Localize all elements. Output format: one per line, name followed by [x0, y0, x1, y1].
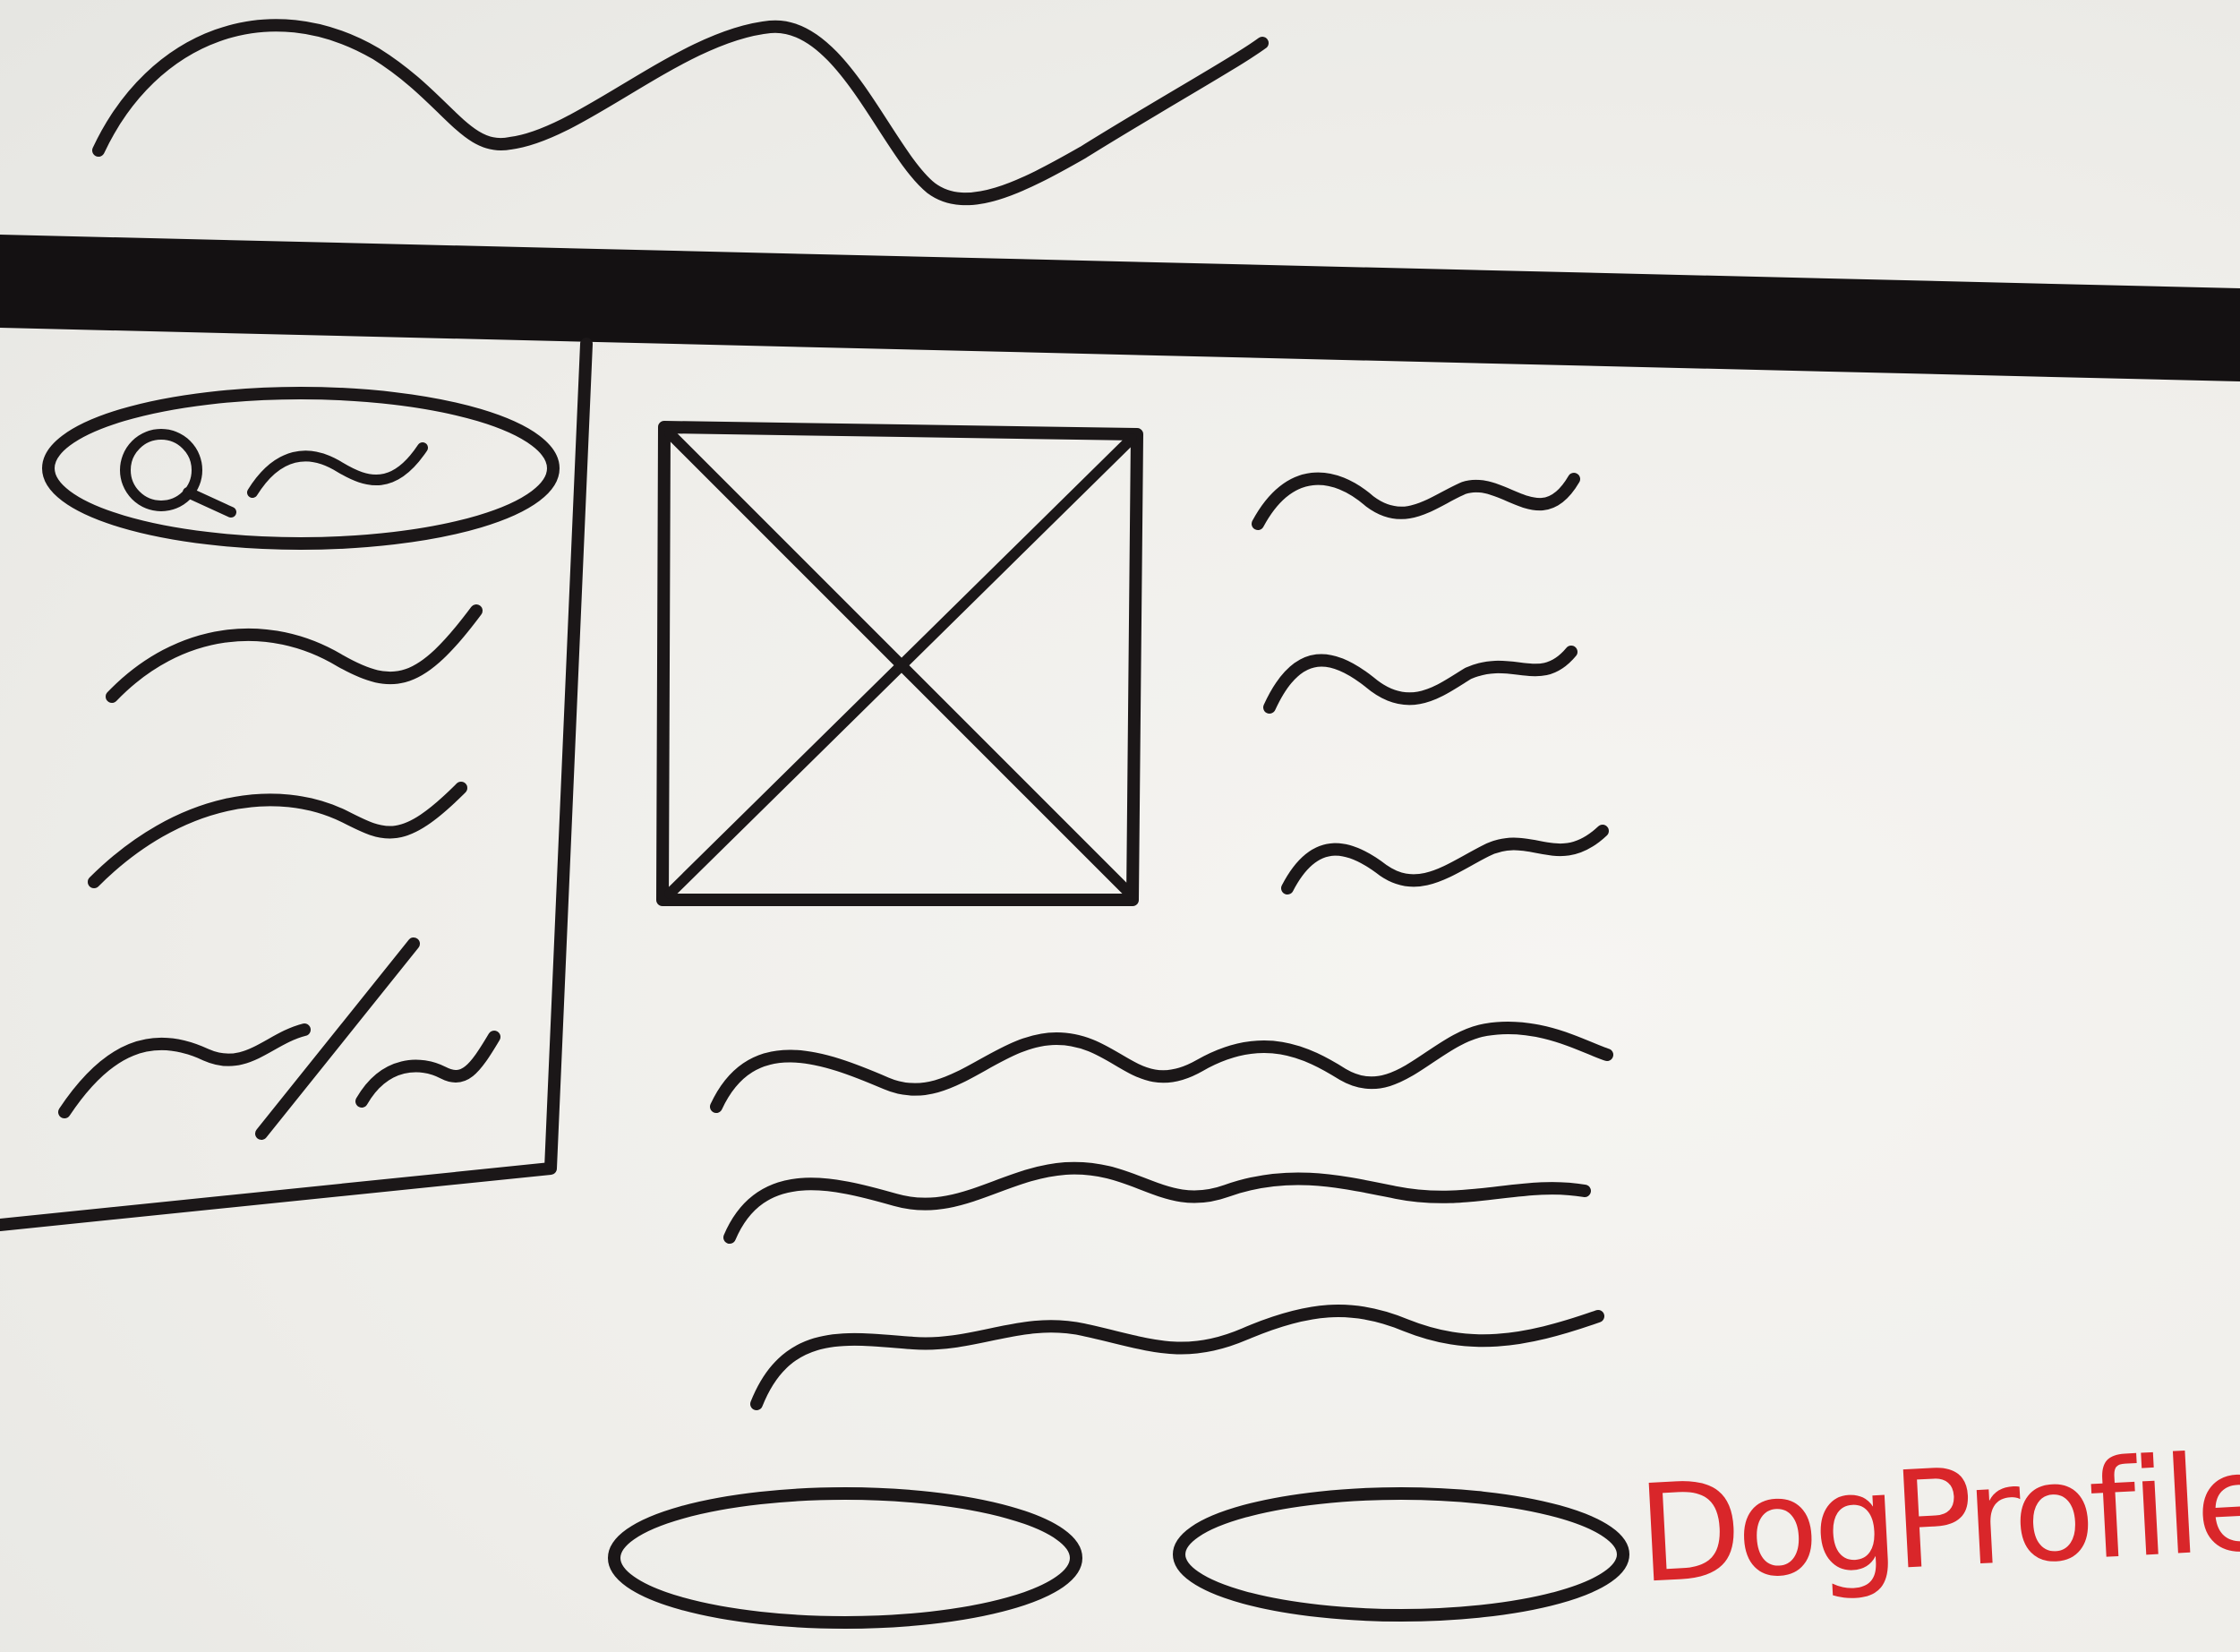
paragraph-line-3 — [750, 1304, 1604, 1410]
sidebar-item-4[interactable] — [355, 1031, 500, 1108]
search-icon — [120, 429, 236, 518]
image-placeholder-icon — [656, 421, 1143, 906]
detail-line-3 — [1281, 825, 1609, 894]
detail-line-1 — [1252, 472, 1580, 530]
page-annotation-label: DogProfile — [1634, 1425, 2240, 1613]
search-placeholder-squiggle — [247, 442, 428, 498]
navigation-bar — [0, 235, 2240, 381]
paragraph-line-1 — [710, 1022, 1613, 1113]
sidebar-item-divider — [255, 937, 420, 1140]
sidebar-panel — [0, 338, 593, 1231]
sidebar-item-2[interactable] — [88, 782, 467, 888]
detail-line-2 — [1263, 646, 1577, 714]
header-title-squiggle — [92, 19, 1269, 206]
paragraph-line-2 — [723, 1161, 1591, 1244]
secondary-action-button[interactable] — [1173, 1487, 1629, 1622]
primary-action-button[interactable] — [608, 1487, 1082, 1629]
search-input[interactable] — [42, 387, 560, 550]
sidebar-item-3[interactable] — [58, 1023, 311, 1118]
sidebar-item-1[interactable] — [106, 604, 483, 703]
